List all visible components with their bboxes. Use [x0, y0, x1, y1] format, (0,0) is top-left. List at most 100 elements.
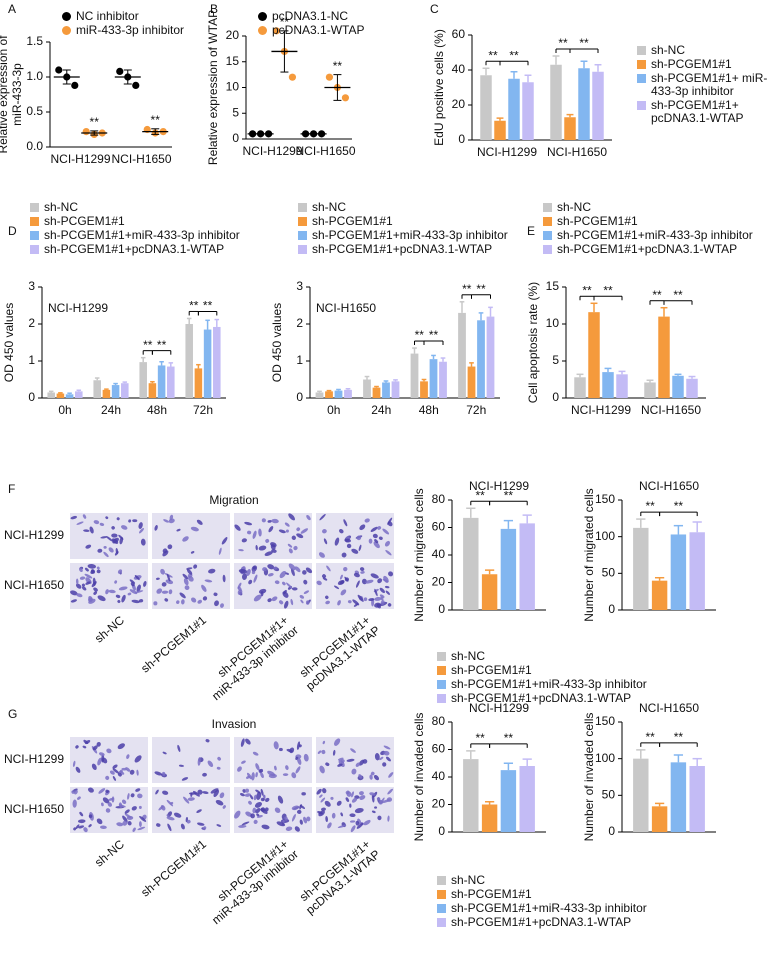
chart-title: NCI-H1650 — [639, 701, 699, 715]
legend-label: sh-NC — [451, 649, 486, 663]
legend-item: sh-NC — [30, 201, 240, 214]
significance: ** — [476, 731, 486, 745]
cell — [81, 583, 86, 587]
cell — [219, 792, 225, 799]
cell — [137, 793, 143, 799]
cell — [291, 814, 296, 822]
cell — [100, 825, 107, 829]
significance: ** — [673, 288, 683, 302]
cell — [253, 594, 262, 602]
cell — [374, 596, 382, 601]
cell — [340, 759, 345, 764]
cell — [316, 788, 322, 795]
cell — [75, 824, 80, 829]
cell — [215, 799, 224, 806]
legend-marker — [62, 12, 71, 21]
cell — [305, 567, 313, 574]
cell — [122, 820, 128, 826]
cell — [288, 548, 293, 554]
cell — [183, 578, 189, 586]
y-tick-label: 15 — [226, 54, 240, 68]
cell — [176, 600, 180, 604]
cell — [363, 819, 371, 826]
y-tick-label: 0 — [608, 824, 615, 838]
cell — [369, 792, 376, 796]
cell — [285, 826, 293, 831]
cell — [241, 538, 247, 543]
cell — [351, 768, 357, 775]
cell — [303, 590, 310, 594]
legend-label: sh-NC — [312, 200, 347, 214]
cell — [325, 595, 329, 600]
legend-label: sh-PCGEM1#1+pcDNA3.1-WTAP — [557, 242, 738, 256]
legend-label: NC inhibitor — [76, 9, 139, 23]
cell — [319, 794, 323, 798]
cell — [158, 805, 164, 811]
cell — [115, 594, 121, 598]
cell — [351, 797, 358, 803]
cell — [187, 797, 195, 801]
cell — [244, 788, 250, 793]
cell — [356, 535, 362, 541]
legend: pcDNA3.1-NC pcDNA3.1-WTAP — [258, 10, 364, 38]
cell — [197, 789, 203, 795]
cell — [240, 738, 245, 747]
cell — [202, 791, 209, 794]
legend-label: sh-NC — [557, 200, 592, 214]
cell — [98, 752, 105, 757]
cell — [129, 589, 138, 595]
cell — [76, 521, 84, 525]
cell — [248, 800, 252, 805]
cell — [370, 771, 375, 776]
significance: ** — [652, 288, 662, 302]
significance: ** — [488, 48, 498, 62]
cell — [122, 815, 128, 823]
cell — [383, 745, 391, 750]
y-axis-label: Number of invaded cells — [582, 713, 596, 842]
bar — [102, 389, 111, 398]
data-point — [116, 67, 124, 75]
cell — [117, 599, 121, 604]
cell — [258, 528, 262, 537]
cell — [237, 589, 243, 595]
cell — [154, 525, 158, 531]
significance: ** — [189, 299, 199, 313]
cell — [303, 753, 309, 762]
bar — [391, 381, 400, 398]
cell — [170, 801, 174, 805]
y-axis-label: miR-433-3p — [10, 63, 24, 126]
cell — [177, 744, 181, 752]
cell — [262, 567, 268, 572]
y-tick-label: 0 — [296, 390, 303, 404]
cell — [221, 537, 228, 545]
cell — [388, 772, 394, 778]
bar — [480, 75, 492, 140]
cell — [247, 530, 252, 535]
bar — [75, 391, 83, 398]
cell — [202, 596, 208, 601]
y-tick-label: 100 — [595, 751, 615, 765]
cell — [246, 568, 251, 577]
cell — [282, 773, 289, 776]
cell — [379, 797, 385, 805]
cell — [350, 748, 356, 753]
cell — [255, 808, 261, 814]
cell — [173, 812, 182, 818]
legend-marker — [543, 203, 552, 212]
legend-item: sh-NC — [543, 201, 753, 214]
bar — [344, 389, 352, 398]
y-tick-label: 0.5 — [26, 104, 43, 118]
cell — [331, 812, 336, 819]
bar — [439, 361, 447, 398]
bar — [167, 366, 175, 398]
y-tick-label: 1 — [296, 353, 303, 367]
cell — [340, 589, 347, 596]
cell — [291, 805, 300, 811]
cell — [117, 772, 122, 777]
legend-label: sh-PCGEM1#1+pcDNA3.1-WTAP — [312, 242, 493, 256]
cell — [143, 580, 147, 587]
cell — [81, 586, 87, 591]
cell — [296, 809, 302, 814]
cell — [347, 600, 352, 604]
significance: ** — [476, 282, 486, 296]
